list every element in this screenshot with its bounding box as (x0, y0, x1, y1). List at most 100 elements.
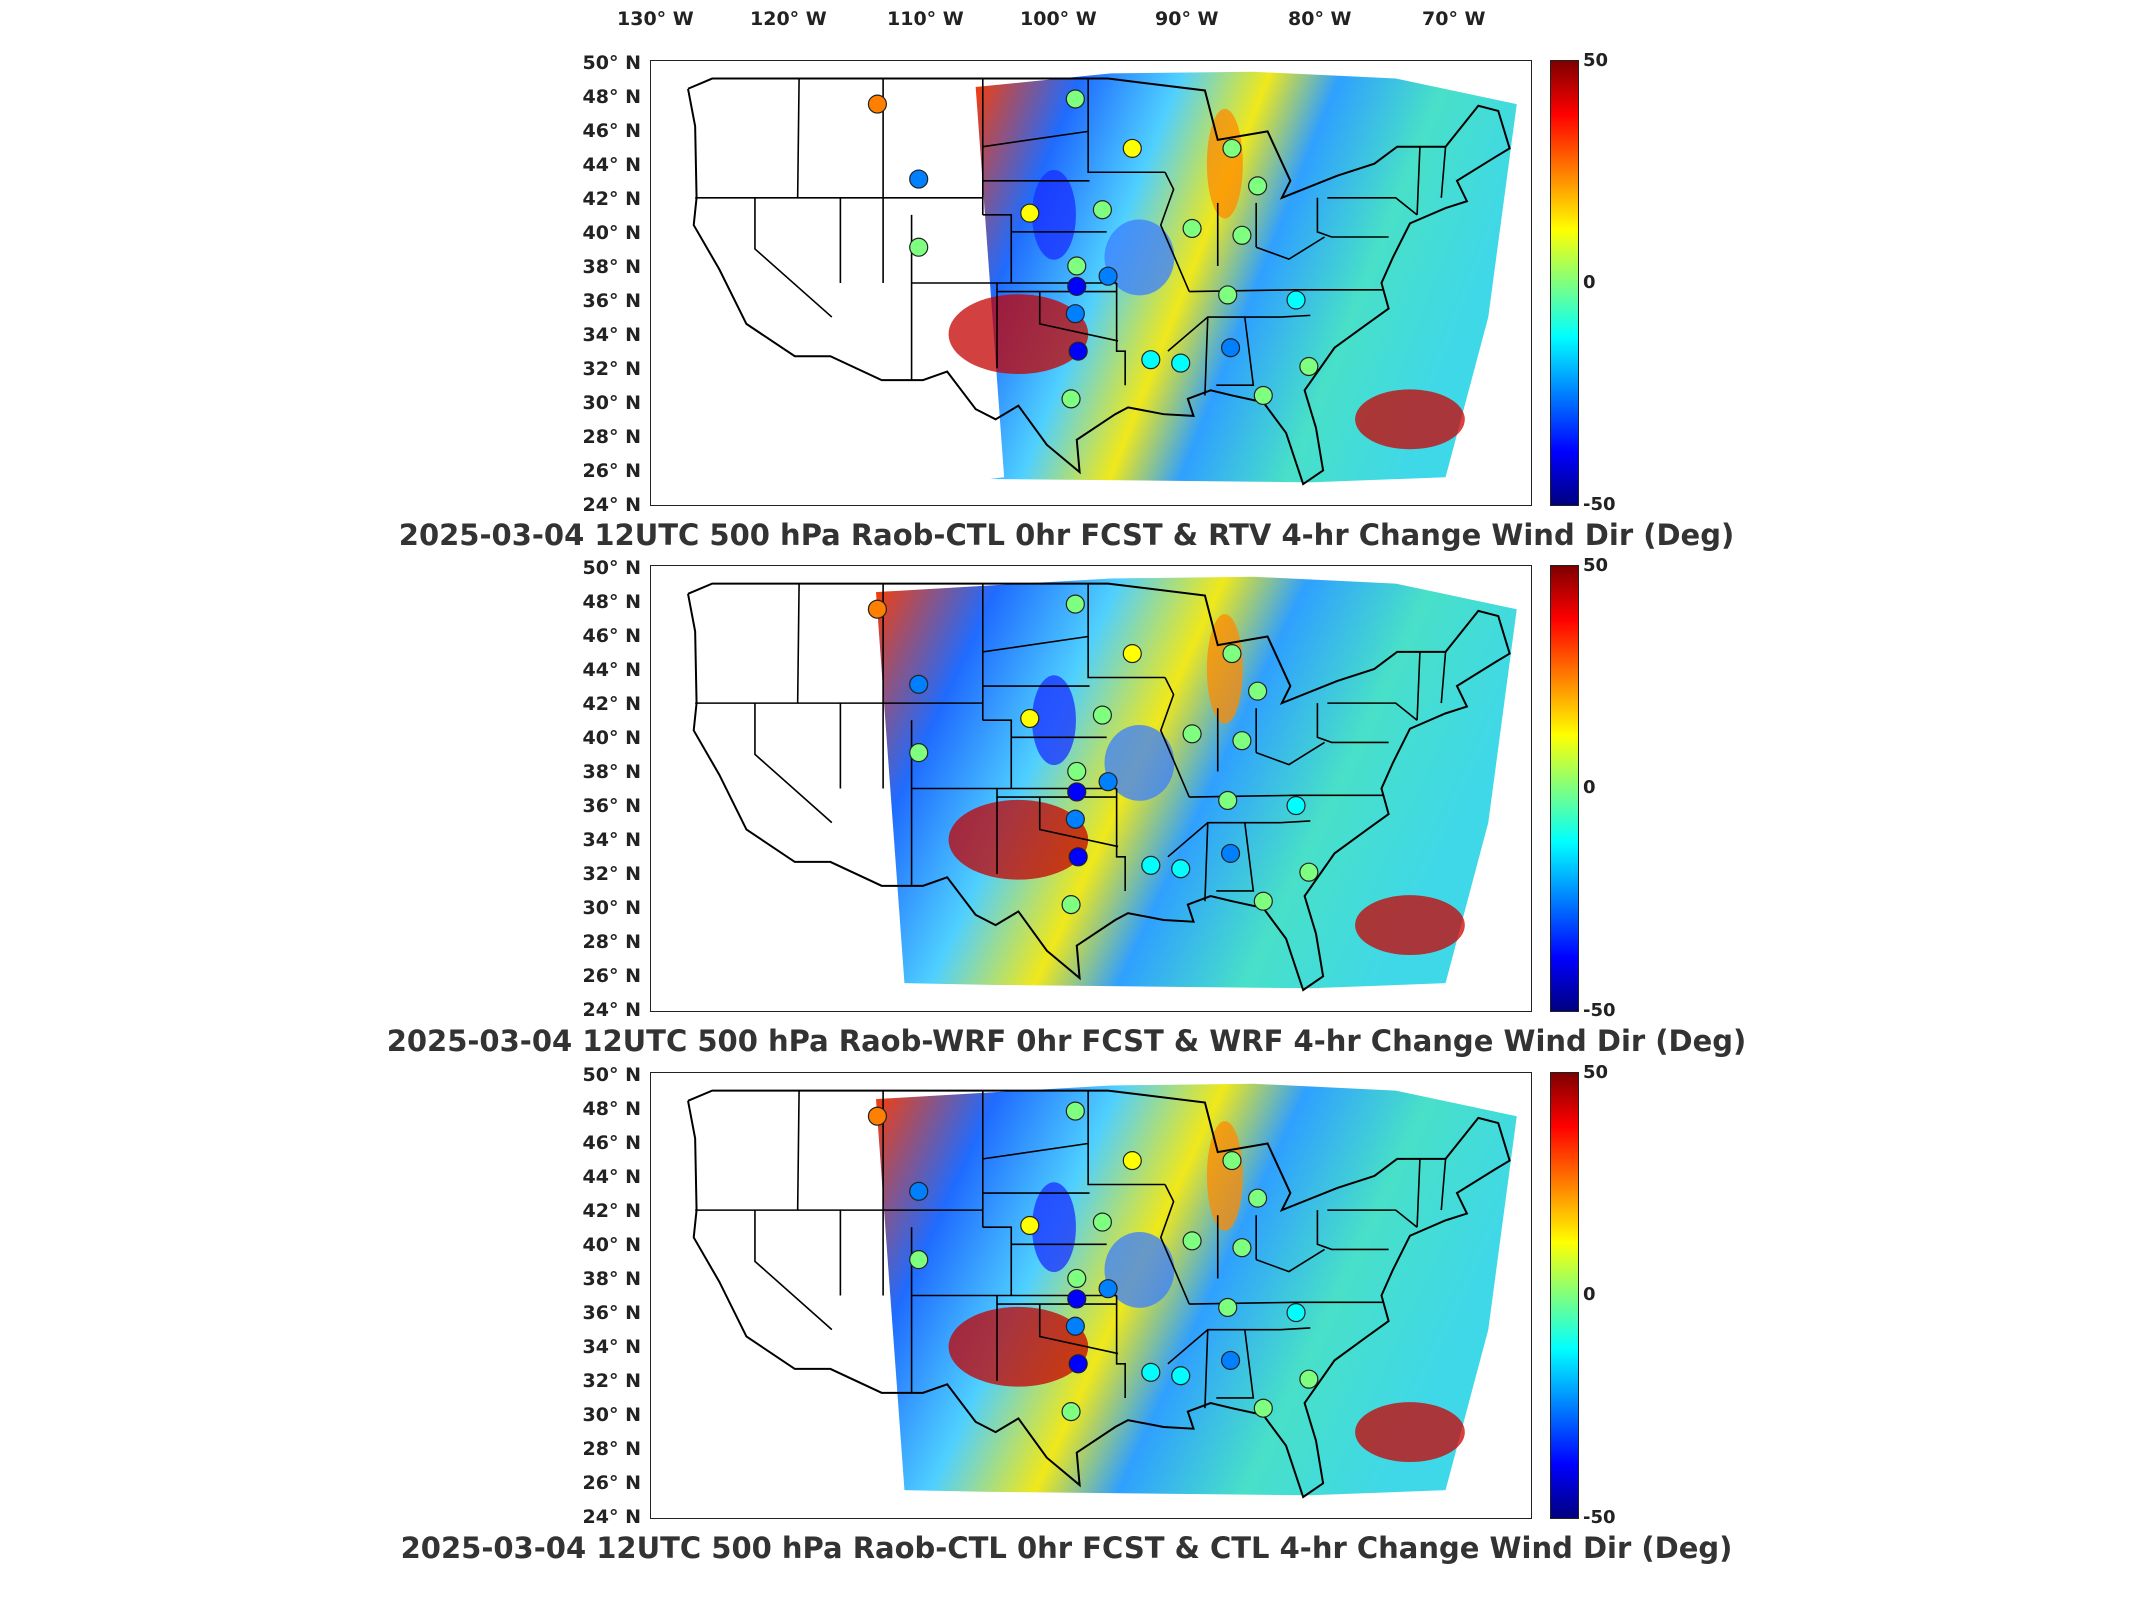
colorbar-max-label: 50 (1583, 555, 1609, 576)
longitude-tick-label: 120° W (750, 8, 827, 30)
state-border (1216, 1329, 1255, 1399)
latitude-tick-label: 38° N (582, 761, 641, 783)
state-border (754, 1210, 833, 1331)
raob-station-marker (1218, 1297, 1238, 1318)
raob-station-marker (1067, 256, 1087, 276)
field-anomaly-region (948, 294, 1089, 375)
state-border (982, 130, 1089, 148)
field-anomaly-region (1355, 895, 1465, 956)
state-border (982, 719, 1013, 789)
field-anomaly-region (948, 1306, 1089, 1387)
latitude-tick-label: 50° N (582, 1064, 641, 1086)
longitude-tick-label: 100° W (1020, 8, 1097, 30)
latitude-tick-label: 40° N (582, 1234, 641, 1256)
latitude-tick-label: 46° N (582, 625, 641, 647)
state-border (982, 1142, 1089, 1160)
latitude-tick-label: 48° N (582, 1098, 641, 1120)
latitude-tick-label: 26° N (582, 1472, 641, 1494)
latitude-tick-label: 34° N (582, 1336, 641, 1358)
raob-station-marker (1092, 705, 1112, 725)
state-border (1087, 583, 1166, 679)
raob-station-marker (1220, 1350, 1241, 1370)
raob-station-marker (1232, 1238, 1252, 1258)
raob-station-marker (1141, 1362, 1161, 1382)
raob-station-marker (1020, 708, 1040, 729)
latitude-tick-label: 30° N (582, 897, 641, 919)
state-border (1255, 741, 1325, 766)
raob-station-marker (1218, 285, 1238, 305)
colorbar-min-label: -50 (1583, 1000, 1616, 1021)
raob-station-marker (1222, 138, 1242, 158)
raob-station-marker (1067, 1268, 1087, 1289)
latitude-tick-label: 34° N (582, 829, 641, 851)
raob-station-marker (1299, 356, 1319, 377)
state-border (1167, 1327, 1311, 1365)
state-border (1327, 197, 1418, 216)
longitude-tick-label: 130° W (617, 8, 694, 30)
state-border (1416, 1158, 1421, 1228)
state-border (1167, 314, 1311, 352)
raob-station-marker (1218, 790, 1238, 811)
wind-direction-change-field (875, 576, 1517, 989)
state-border (1115, 1295, 1126, 1398)
state-border (1167, 820, 1311, 858)
raob-station-marker (1020, 203, 1040, 223)
map-canvas (687, 71, 1517, 486)
coastline (687, 1089, 1511, 1499)
state-border (1216, 822, 1255, 892)
raob-station-marker (1171, 1366, 1191, 1386)
latitude-tick-label: 36° N (582, 1302, 641, 1324)
latitude-tick-label: 46° N (582, 1132, 641, 1154)
latitude-tick-label: 24° N (582, 494, 641, 516)
colorbar-min-label: -50 (1583, 494, 1616, 515)
raob-station-marker (1098, 266, 1118, 286)
field-anomaly-region (1104, 219, 1175, 296)
raob-station-marker (909, 1181, 929, 1201)
raob-station-marker (1061, 389, 1081, 409)
raob-station-marker (1232, 731, 1252, 751)
raob-station-marker (1068, 847, 1088, 867)
field-anomaly-region (1032, 675, 1076, 766)
raob-station-marker (1065, 1101, 1085, 1121)
raob-station-marker (1182, 724, 1202, 744)
colorbar-max-label: 50 (1583, 1062, 1609, 1083)
field-anomaly-region (1104, 724, 1175, 801)
raob-station-marker (1020, 1215, 1040, 1236)
longitude-tick-label: 90° W (1155, 8, 1219, 30)
latitude-tick-label: 32° N (582, 358, 641, 380)
state-border (1204, 1329, 1209, 1409)
raob-station-marker (1232, 225, 1252, 245)
raob-station-marker (1065, 1316, 1085, 1336)
field-anomaly-region (1206, 614, 1243, 724)
state-border (1416, 651, 1421, 721)
raob-station-marker (909, 743, 929, 763)
state-border (1087, 78, 1166, 174)
map-canvas (687, 1083, 1517, 1499)
state-border (1038, 797, 1119, 848)
latitude-tick-label: 36° N (582, 795, 641, 817)
field-anomaly-region (1355, 389, 1465, 450)
latitude-tick-label: 26° N (582, 460, 641, 482)
raob-station-marker (1141, 855, 1161, 875)
state-border (982, 635, 1089, 653)
state-border (1038, 1304, 1119, 1355)
raob-station-marker (1065, 809, 1085, 829)
latitude-tick-label: 44° N (582, 1166, 641, 1188)
latitude-tick-label: 42° N (582, 1200, 641, 1222)
latitude-tick-label: 38° N (582, 256, 641, 278)
latitude-tick-label: 48° N (582, 86, 641, 108)
colorbar (1550, 60, 1579, 506)
map-plot-area (650, 565, 1532, 1012)
raob-station-marker (1222, 644, 1242, 664)
state-border (1159, 171, 1190, 292)
raob-station-marker (1067, 276, 1087, 296)
raob-station-marker (1068, 1354, 1088, 1374)
latitude-tick-label: 24° N (582, 999, 641, 1021)
raob-station-marker (1182, 1231, 1202, 1251)
raob-station-marker (867, 94, 887, 114)
raob-station-marker (1171, 859, 1191, 879)
state-border (1255, 1248, 1325, 1273)
field-anomaly-region (948, 799, 1089, 880)
raob-station-marker (1065, 594, 1085, 614)
state-border (1204, 822, 1209, 902)
